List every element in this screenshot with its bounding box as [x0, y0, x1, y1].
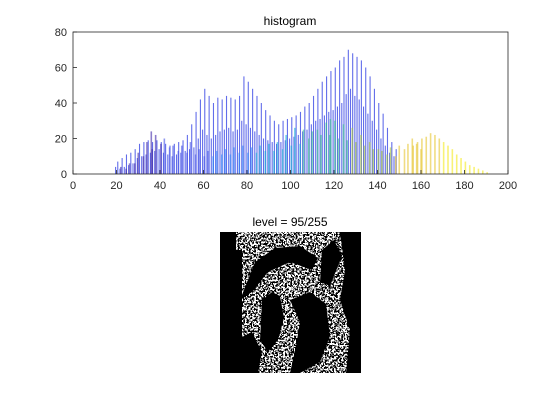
- histogram-axes: 0 20 40 60 80 100 120 140 160 180 200 0 20 40 60 80 hi…: [55, 14, 517, 192]
- y-tick-label: 20: [55, 134, 67, 146]
- histogram-bars: [115, 49, 488, 174]
- y-tick-label: 0: [61, 169, 67, 181]
- threshold-image-title: level = 95/255: [252, 215, 327, 229]
- threshold-image-axes: level = 95/255: [220, 215, 361, 373]
- x-tick-label: 200: [499, 180, 517, 192]
- y-tick-label: 40: [55, 98, 67, 110]
- x-tick-label: 60: [197, 180, 209, 192]
- x-tick-label: 100: [281, 180, 299, 192]
- histogram-title: histogram: [264, 14, 317, 28]
- y-tick-label: 80: [55, 27, 67, 39]
- x-tick-label: 0: [70, 180, 76, 192]
- histogram-x-ticks: 0 20 40 60 80 100 120 140 160 180 200: [70, 170, 517, 192]
- y-tick-label: 60: [55, 63, 67, 75]
- x-tick-label: 20: [110, 180, 122, 192]
- x-tick-label: 180: [455, 180, 473, 192]
- x-tick-label: 40: [154, 180, 166, 192]
- x-tick-label: 160: [412, 180, 430, 192]
- histogram-y-ticks: 0 20 40 60 80: [55, 27, 77, 181]
- x-tick-label: 80: [241, 180, 253, 192]
- x-tick-label: 120: [325, 180, 343, 192]
- threshold-image: [220, 232, 361, 373]
- x-tick-label: 140: [368, 180, 386, 192]
